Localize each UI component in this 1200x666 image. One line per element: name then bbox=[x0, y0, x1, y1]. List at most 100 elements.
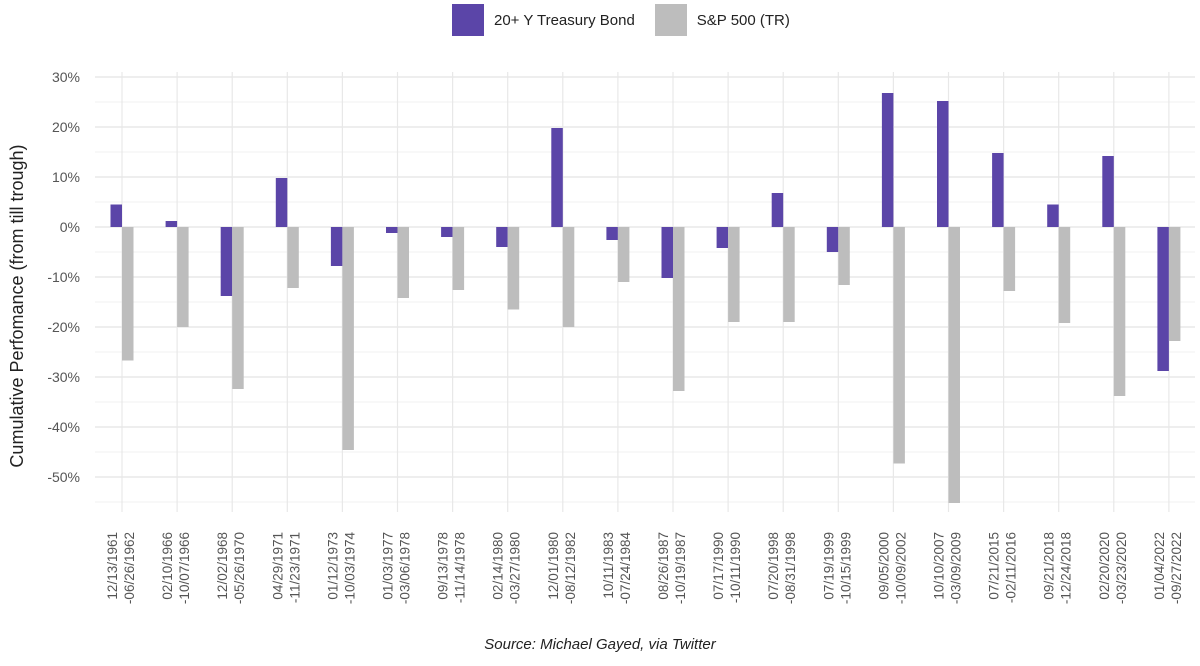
x-tick-label-end: -12/24/2018 bbox=[1059, 532, 1074, 604]
bar-treasury bbox=[1102, 156, 1114, 227]
bar-treasury bbox=[716, 227, 729, 248]
y-tick-label: 30% bbox=[52, 69, 80, 85]
bar-sp500 bbox=[562, 227, 575, 327]
bar-treasury bbox=[606, 227, 618, 240]
x-tick-label-end: -03/06/1978 bbox=[398, 532, 413, 604]
x-tick-label: 01/12/1973 -10/03/1974 bbox=[325, 532, 357, 605]
x-tick-label-start: 07/21/2015 bbox=[987, 532, 1002, 600]
x-tick-label: 09/21/2018 -12/24/2018 bbox=[1042, 532, 1074, 604]
bar-sp500 bbox=[728, 227, 740, 322]
x-tick-label: 07/19/1999 -10/15/1999 bbox=[821, 532, 853, 604]
bar-sp500 bbox=[287, 227, 299, 288]
x-tick-label-start: 09/05/2000 bbox=[876, 532, 891, 600]
bar-treasury bbox=[220, 227, 233, 296]
bar-sp500 bbox=[838, 227, 850, 285]
bar-sp500 bbox=[1113, 227, 1126, 396]
bar-treasury bbox=[826, 227, 839, 252]
bar-sp500 bbox=[893, 227, 905, 464]
x-tick-label: 07/20/1998 -08/31/1998 bbox=[766, 532, 798, 604]
x-tick-label: 12/01/1980 -08/12/1982 bbox=[546, 532, 578, 604]
x-tick-label-start: 10/11/1983 bbox=[601, 532, 616, 599]
x-tick-label-start: 02/14/1980 bbox=[491, 532, 506, 600]
x-tick-label-start: 02/20/2020 bbox=[1097, 532, 1112, 600]
x-tick-label-start: 12/02/1968 bbox=[215, 532, 230, 600]
x-tick-label-start: 08/26/1987 bbox=[656, 532, 671, 600]
x-tick-label: 09/05/2000 -10/09/2002 bbox=[876, 532, 908, 604]
x-tick-label-end: -09/27/2022 bbox=[1169, 532, 1184, 604]
legend-item-treasury: 20+ Y Treasury Bond bbox=[452, 4, 635, 36]
x-tick-label-start: 01/04/2022 bbox=[1152, 532, 1167, 600]
x-tick-label: 04/29/1971 -11/23/1971 bbox=[270, 532, 302, 603]
x-tick-label: 02/14/1980 -03/27/1980 bbox=[491, 532, 523, 604]
bar-treasury bbox=[330, 227, 343, 266]
x-tick-label: 12/13/1961 -06/26/1962 bbox=[105, 532, 137, 604]
bar-treasury bbox=[1047, 204, 1059, 227]
x-tick-label-end: -10/03/1974 bbox=[342, 532, 357, 605]
y-tick-label: -40% bbox=[47, 419, 80, 435]
bar-treasury bbox=[551, 128, 563, 227]
bar-treasury bbox=[881, 93, 894, 227]
source-caption: Source: Michael Gayed, via Twitter bbox=[484, 636, 716, 653]
bar-sp500 bbox=[1058, 227, 1071, 323]
y-tick-label: 0% bbox=[60, 219, 80, 235]
x-tick-label-start: 07/19/1999 bbox=[821, 532, 836, 600]
x-tick-label-end: -03/09/2009 bbox=[949, 532, 964, 604]
x-tick-label: 01/04/2022 -09/27/2022 bbox=[1152, 532, 1184, 604]
x-tick-label-start: 01/12/1973 bbox=[325, 532, 340, 600]
x-tick-label: 07/17/1990 -10/11/1990 bbox=[711, 532, 743, 603]
x-tick-label: 09/13/1978 -11/14/1978 bbox=[436, 532, 468, 603]
bar-treasury bbox=[496, 227, 508, 247]
x-tick-label: 10/10/2007 -03/09/2009 bbox=[932, 532, 964, 604]
x-tick-label-end: -10/09/2002 bbox=[893, 532, 908, 604]
x-tick-label: 01/03/1977 -03/06/1978 bbox=[381, 532, 413, 604]
x-tick-label: 12/02/1968 -05/26/1970 bbox=[215, 532, 247, 604]
bar-sp500 bbox=[1003, 227, 1016, 291]
x-tick-label-end: -03/23/2020 bbox=[1114, 532, 1129, 604]
x-tick-label-start: 12/13/1961 bbox=[105, 532, 120, 600]
legend-swatch-treasury bbox=[452, 4, 484, 36]
x-tick-label-start: 09/13/1978 bbox=[436, 532, 451, 600]
x-tick-label-end: -08/31/1998 bbox=[783, 532, 798, 604]
y-tick-label: -10% bbox=[47, 269, 80, 285]
bar-treasury bbox=[165, 221, 178, 227]
x-tick-label: 02/20/2020 -03/23/2020 bbox=[1097, 532, 1129, 604]
bar-sp500 bbox=[617, 227, 630, 282]
x-tick-label-start: 07/20/1998 bbox=[766, 532, 781, 600]
y-axis-title: Cumulative Perfomance (from till trough) bbox=[7, 144, 27, 467]
x-tick-label-start: 09/21/2018 bbox=[1042, 532, 1057, 600]
bar-treasury bbox=[661, 227, 673, 278]
x-tick-label-start: 10/10/2007 bbox=[932, 532, 947, 600]
x-tick-label-end: -02/11/2016 bbox=[1004, 532, 1019, 603]
legend-label-treasury: 20+ Y Treasury Bond bbox=[494, 11, 635, 29]
bar-sp500 bbox=[342, 227, 354, 450]
x-tick-label-end: -11/14/1978 bbox=[453, 532, 468, 603]
x-tick-label-end: -10/15/1999 bbox=[838, 532, 853, 604]
y-tick-label: -20% bbox=[47, 319, 80, 335]
bar-treasury bbox=[386, 227, 398, 233]
x-tick-label-end: -10/07/1966 bbox=[177, 532, 192, 604]
x-tick-label-end: -10/19/1987 bbox=[673, 532, 688, 604]
bar-treasury bbox=[937, 101, 949, 227]
x-tick-label-end: -08/12/1982 bbox=[563, 532, 578, 604]
x-tick-label-start: 12/01/1980 bbox=[546, 532, 561, 600]
bar-treasury bbox=[275, 178, 288, 227]
legend-label-sp500: S&P 500 (TR) bbox=[696, 11, 790, 29]
y-tick-label: -30% bbox=[47, 369, 80, 385]
x-tick-label-end: -07/24/1984 bbox=[618, 532, 633, 605]
bar-sp500 bbox=[948, 227, 960, 503]
x-tick-label: 02/10/1966 -10/07/1966 bbox=[160, 532, 192, 604]
x-tick-label-start: 07/17/1990 bbox=[711, 532, 726, 600]
bar-sp500 bbox=[232, 227, 244, 389]
legend-swatch-sp500 bbox=[654, 4, 687, 36]
x-tick-label-end: -11/23/1971 bbox=[287, 532, 302, 603]
bar-sp500 bbox=[507, 227, 520, 310]
bar-sp500 bbox=[397, 227, 409, 298]
x-tick-label-end: -03/27/1980 bbox=[508, 532, 523, 604]
bar-sp500 bbox=[177, 227, 189, 327]
x-tick-label-end: -10/11/1990 bbox=[728, 532, 743, 603]
x-tick-label-end: -05/26/1970 bbox=[232, 532, 247, 604]
bar-sp500 bbox=[1168, 227, 1181, 341]
y-tick-label: -50% bbox=[47, 469, 80, 485]
x-tick-label-start: 01/03/1977 bbox=[381, 532, 396, 600]
